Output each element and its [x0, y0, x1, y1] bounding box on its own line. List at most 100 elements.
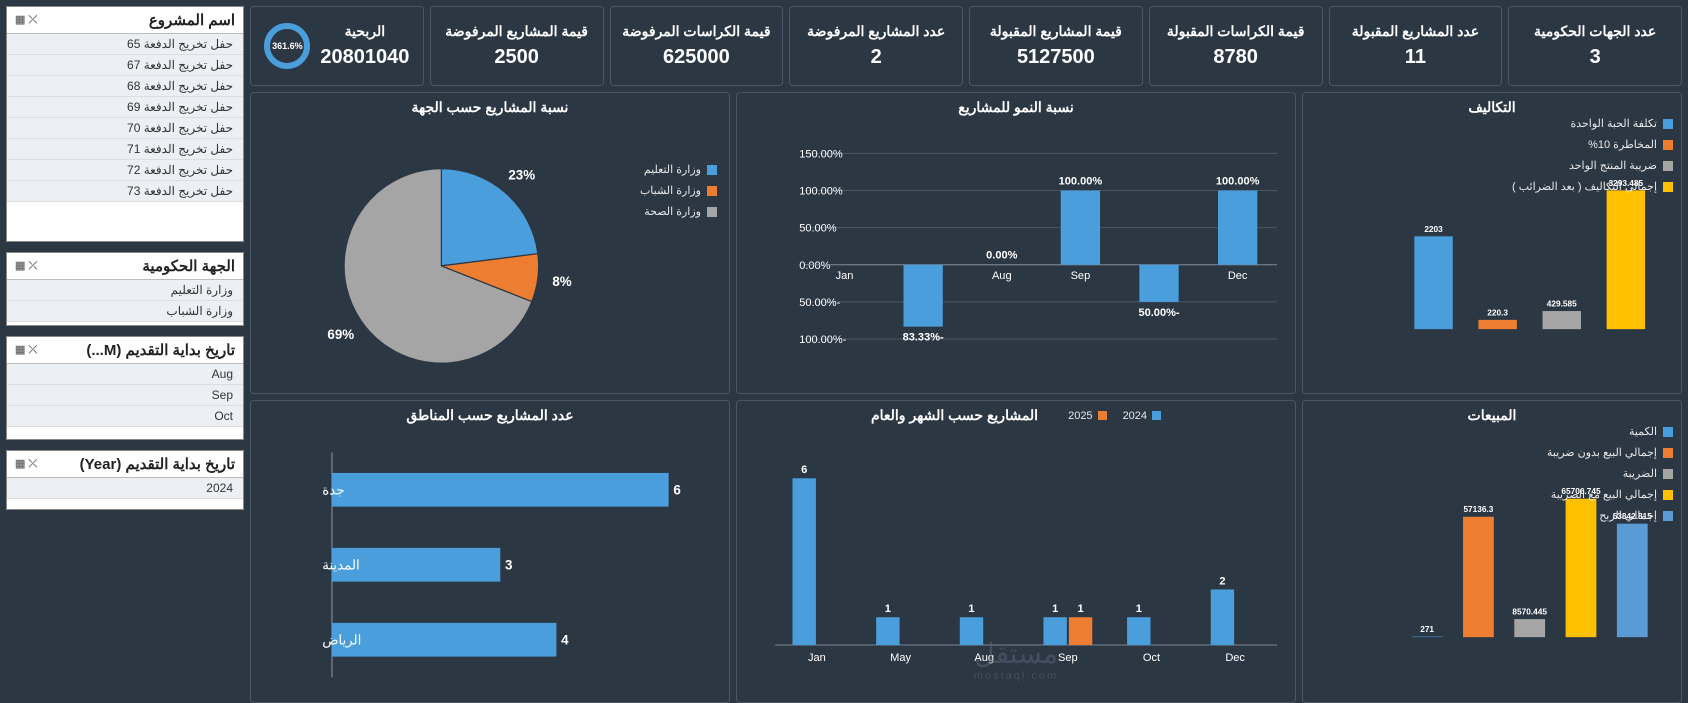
svg-text:-50.00%: -50.00% [799, 297, 840, 309]
kpi-value: 2 [871, 46, 882, 69]
svg-text:-50.00%: -50.00% [1138, 307, 1179, 319]
slicer-entity[interactable]: الجهة الحكومية ⤫ ▦ وزارة التعليموزارة الش… [6, 252, 244, 326]
svg-text:جدة: جدة [322, 483, 344, 498]
slicer-item[interactable]: حفل تخريج الدفعة 67 [7, 55, 243, 76]
svg-text:Dec: Dec [1225, 653, 1245, 665]
svg-text:100.00%: 100.00% [799, 186, 843, 198]
svg-text:الرياض: الرياض [322, 633, 361, 649]
svg-text:Dec: Dec [1228, 270, 1248, 282]
svg-text:1: 1 [885, 604, 891, 616]
clear-filter-icon[interactable]: ⤫ ▦ [15, 13, 37, 27]
panel-title: نسبة المشاريع حسب الجهة [259, 99, 721, 116]
slicer-item[interactable]: وزارة التعليم [7, 280, 243, 301]
kpi-card: عدد الجهات الحكومية 3 [1508, 6, 1682, 86]
slicer-title: تاريخ بداية التقديم (M...) [86, 341, 235, 359]
svg-text:-100.00%: -100.00% [799, 334, 847, 346]
panel-title: التكاليف [1311, 99, 1673, 116]
svg-text:4: 4 [561, 633, 569, 648]
svg-text:6: 6 [673, 483, 680, 498]
legend-label: المخاطرة 10% [1588, 138, 1657, 151]
slicer-month[interactable]: تاريخ بداية التقديم (M...) ⤫ ▦ AugSepOct [6, 336, 244, 440]
slicer-item[interactable]: حفل تخريج الدفعة 70 [7, 118, 243, 139]
slicer-year[interactable]: تاريخ بداية التقديم (Year)⤫ ▦ 2024 [6, 450, 244, 510]
slicer-item[interactable]: 2024 [7, 478, 243, 499]
legend-label: ضريبة المنتج الواحد [1569, 159, 1657, 172]
svg-text:8570.445: 8570.445 [1512, 607, 1547, 617]
clear-filter-icon[interactable]: ⤫ ▦ [15, 457, 37, 471]
slicer-item[interactable]: حفل تخريج الدفعة 72 [7, 160, 243, 181]
svg-text:Oct: Oct [1143, 653, 1160, 665]
svg-text:0.00%: 0.00% [799, 260, 830, 272]
kpi-card: قيمة المشاريع المقبولة 5127500 [969, 6, 1143, 86]
kpi-label: عدد المشاريع المقبولة [1352, 23, 1479, 40]
panel-title: عدد المشاريع حسب المناطق [259, 407, 721, 424]
svg-text:1: 1 [1136, 604, 1142, 616]
slicer-item[interactable]: حفل تخريج الدفعة 68 [7, 76, 243, 97]
kpi-card: قيمة الكراسات المقبولة8780 [1149, 6, 1323, 86]
legend-label: إجمالي التكاليف ( بعد الضرائب ) [1512, 180, 1657, 193]
slicer-title: الجهة الحكومية [142, 257, 235, 275]
kpi-value: 20801040 [320, 46, 409, 69]
panel-title: المشاريع حسب الشهر والعام [871, 407, 1038, 424]
svg-text:Aug: Aug [974, 653, 994, 665]
monthly-panel: 2024 2025 المشاريع حسب الشهر والعام Jan6… [736, 400, 1296, 702]
kpi-label: الربحية [345, 23, 386, 40]
slicer-item[interactable]: حفل تخريج الدفعة 65 [7, 34, 243, 55]
svg-text:-83.33%: -83.33% [903, 332, 944, 344]
svg-text:429.585: 429.585 [1547, 299, 1577, 309]
kpi-label: عدد المشاريع المرفوضة [807, 23, 945, 40]
legend-label: إجمالي البيع بدون ضريبة [1547, 446, 1657, 459]
legend-label: الضريبة [1623, 467, 1657, 480]
slicer-project[interactable]: اسم المشروع⤫ ▦ حفل تخريج الدفعة 65حفل تخ… [6, 6, 244, 242]
kpi-value: 5127500 [1017, 46, 1095, 69]
regions-panel: عدد المشاريع حسب المناطق جدة 6 المدينة 3 الر… [250, 400, 730, 702]
svg-text:1: 1 [1052, 604, 1058, 616]
kpi-label: عدد الجهات الحكومية [1534, 23, 1656, 40]
slicer-item[interactable]: Oct [7, 406, 243, 427]
growth-panel: نسبة النمو للمشاريع -100.00%-50.00%0.00%… [736, 92, 1296, 394]
kpi-value: 11 [1405, 46, 1426, 69]
svg-text:2: 2 [1219, 576, 1225, 588]
kpi-card: عدد المشاريع المقبولة 11 [1329, 6, 1503, 86]
slicer-item[interactable]: وزارة الشباب [7, 301, 243, 322]
svg-text:1: 1 [1078, 604, 1084, 616]
svg-text:220.3: 220.3 [1487, 307, 1508, 317]
svg-text:150.00%: 150.00% [799, 148, 843, 160]
profit-donut: 361.6% [264, 23, 310, 69]
svg-text:3: 3 [505, 558, 512, 573]
svg-text:Jan: Jan [808, 653, 826, 665]
kpi-label: قيمة المشاريع المقبولة [990, 23, 1122, 40]
svg-text:100.00%: 100.00% [1216, 175, 1260, 187]
svg-text:Sep: Sep [1058, 653, 1078, 665]
svg-text:Sep: Sep [1071, 270, 1091, 282]
legend-label: وزارة الشباب [640, 184, 701, 197]
clear-filter-icon[interactable]: ⤫ ▦ [15, 259, 37, 273]
kpi-card: قيمة المشاريع المرفوضة2500 [430, 6, 604, 86]
slicer-item[interactable]: Aug [7, 364, 243, 385]
panel-title: المبيعات [1311, 407, 1673, 424]
slicer-item[interactable]: حفل تخريج الدفعة 71 [7, 139, 243, 160]
svg-text:271: 271 [1420, 625, 1434, 635]
slicer-item[interactable]: Sep [7, 385, 243, 406]
kpi-value: 625000 [663, 46, 730, 69]
svg-text:23%: 23% [508, 168, 535, 183]
legend-label: وزارة التعليم [644, 163, 701, 176]
legend-label: 2025 [1068, 410, 1092, 422]
svg-text:2203: 2203 [1424, 224, 1443, 234]
slicer-item[interactable]: حفل تخريج الدفعة 69 [7, 97, 243, 118]
legend-label: إجمالي الربح [1599, 509, 1657, 522]
svg-text:1: 1 [968, 604, 974, 616]
pie-panel: نسبة المشاريع حسب الجهة وزارة التعليم وز… [250, 92, 730, 394]
legend-label: الكمية [1629, 425, 1657, 438]
kpi-label: قيمة الكراسات المقبولة [1167, 23, 1305, 40]
svg-text:المدينة: المدينة [322, 558, 359, 573]
svg-text:8%: 8% [552, 274, 571, 289]
kpi-label: قيمة الكراسات المرفوضة [622, 23, 770, 40]
legend-label: إجمالي البيع مع الضريبة [1551, 488, 1657, 501]
kpi-value: 3 [1590, 46, 1601, 69]
slicer-item[interactable]: حفل تخريج الدفعة 73 [7, 181, 243, 202]
kpi-label: قيمة المشاريع المرفوضة [445, 23, 588, 40]
clear-filter-icon[interactable]: ⤫ ▦ [15, 343, 37, 357]
kpi-card: عدد المشاريع المرفوضة 2 [789, 6, 963, 86]
svg-text:50.00%: 50.00% [799, 223, 837, 235]
